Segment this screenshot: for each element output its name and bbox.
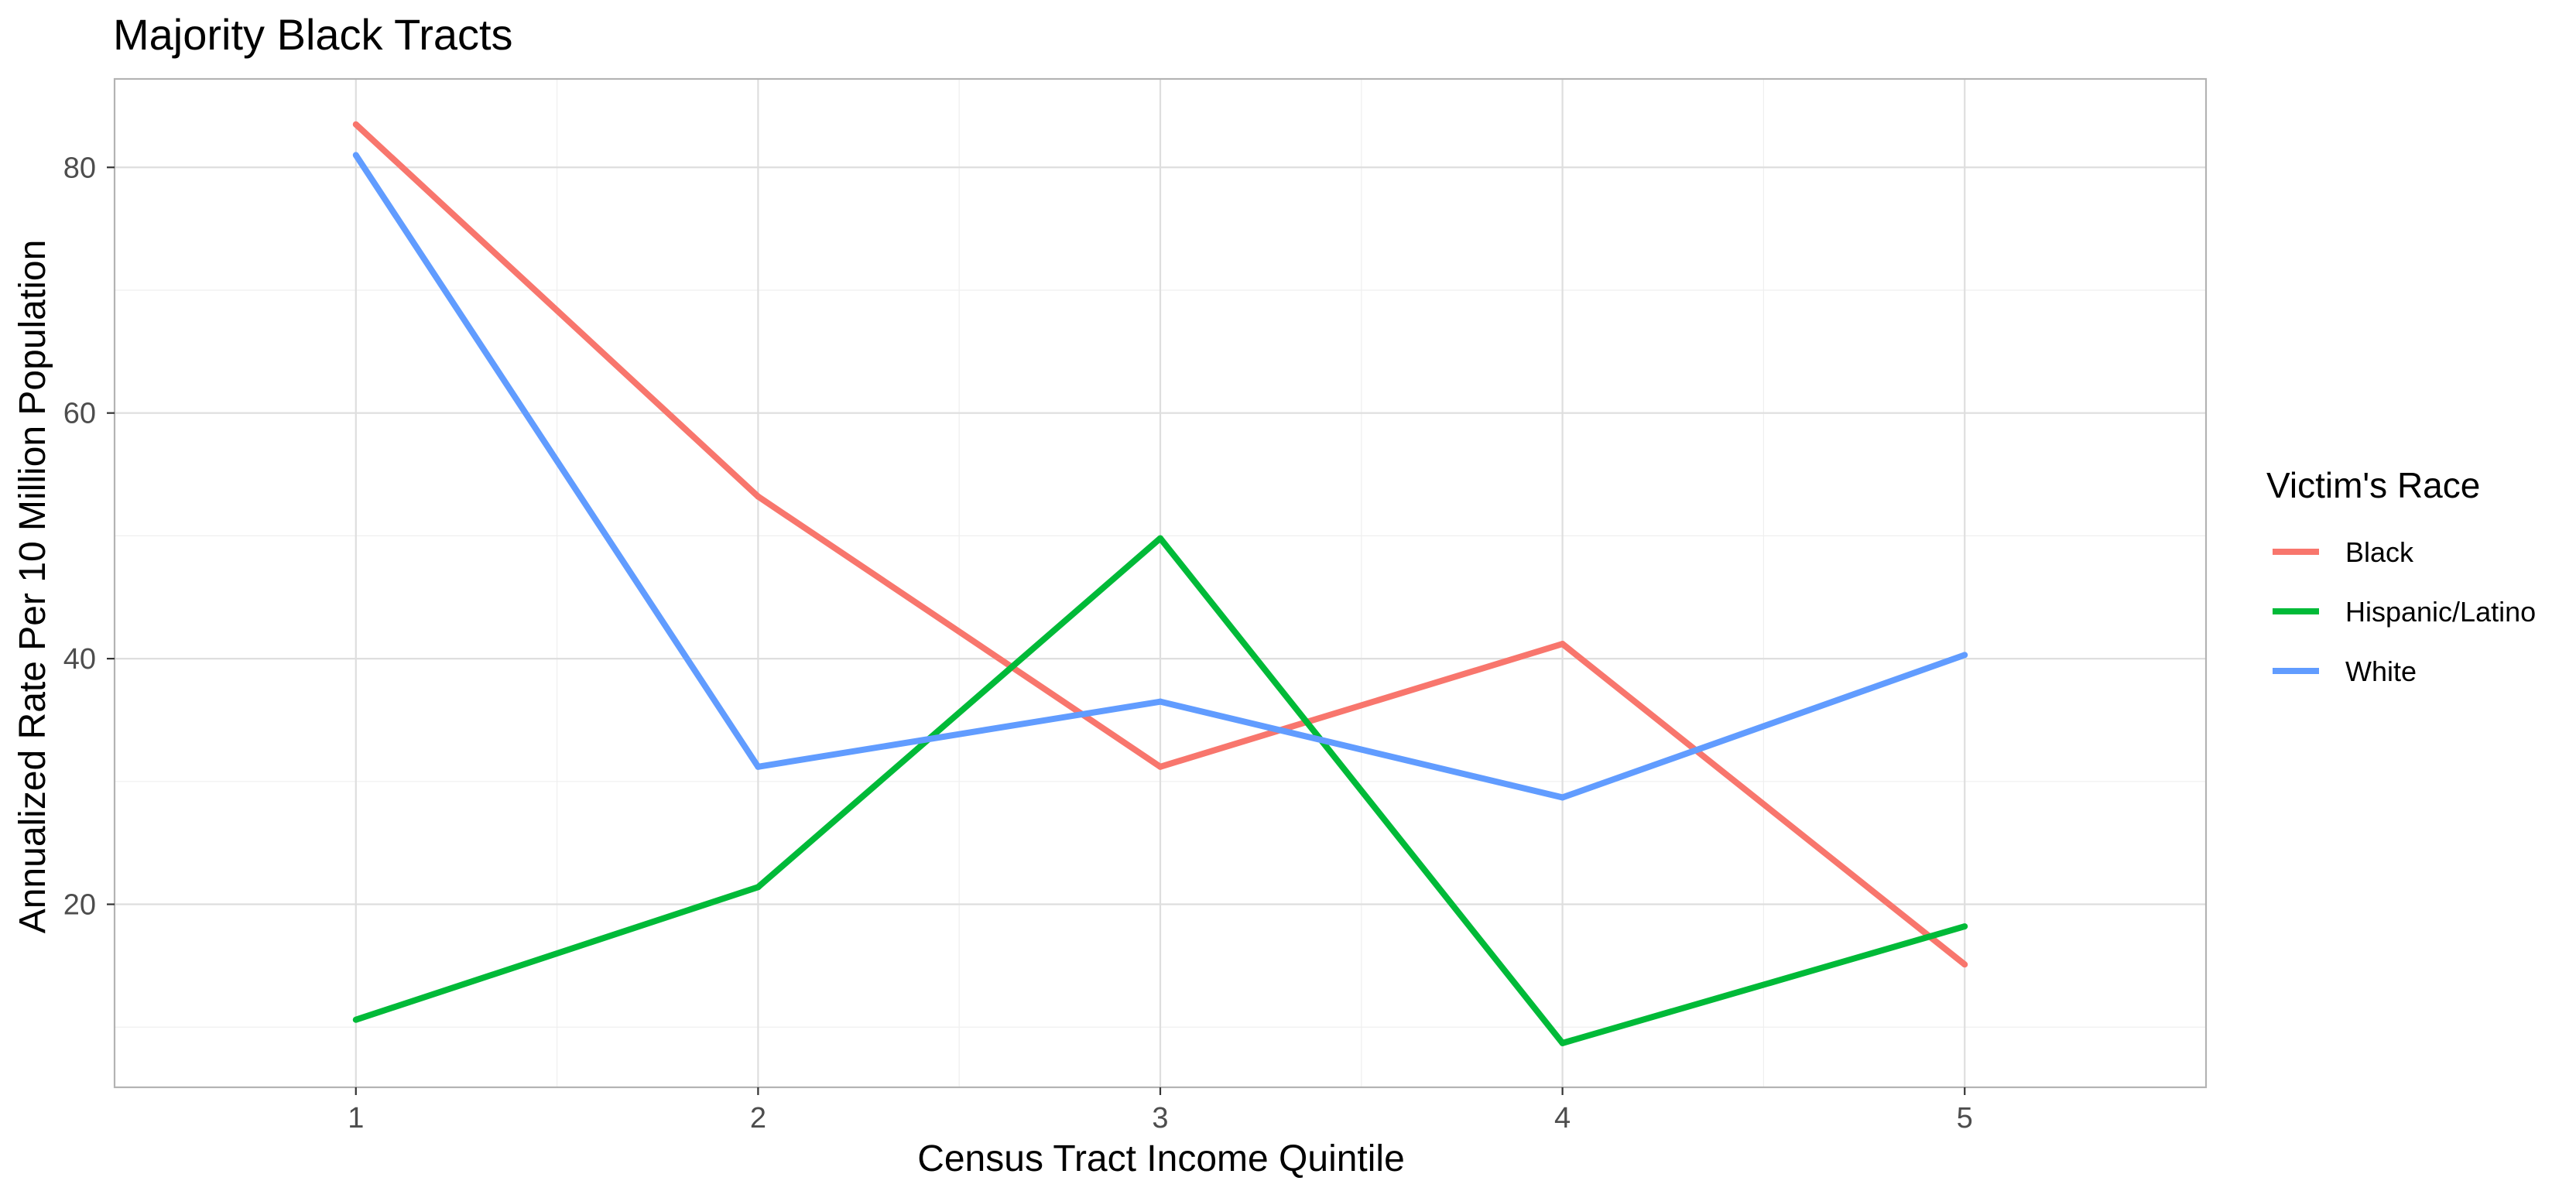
y-axis-title: Annualized Rate Per 10 Million Populatio… [12,240,53,934]
data-point-white [1559,794,1566,801]
legend-items: Black Hispanic/Latino White [2273,536,2536,687]
y-tick-label: 20 [63,889,96,922]
data-point-black [755,493,762,500]
y-tick-label: 40 [63,643,96,676]
data-point-white [1157,698,1163,705]
y-tick-label: 80 [63,152,96,184]
x-tick-label: 5 [1957,1102,1973,1135]
data-point-hispanic-latino [1961,923,1968,930]
data-point-black [1961,961,1968,968]
x-tick-label: 4 [1554,1102,1571,1135]
x-tick-label: 2 [750,1102,766,1135]
series-lines [352,121,1968,1046]
x-tick-label: 3 [1152,1102,1168,1135]
x-tick-label: 1 [348,1102,364,1135]
data-point-white [1961,652,1968,659]
data-point-hispanic-latino [1559,1039,1566,1046]
data-point-black [1559,641,1566,648]
data-point-hispanic-latino [755,884,762,891]
axis-ticks: 20 40 60 80 1 2 3 4 5 [63,152,1973,1135]
legend-item-hispanic-latino: Hispanic/Latino [2273,596,2536,628]
data-point-hispanic-latino [352,1016,359,1023]
chart-title: Majority Black Tracts [113,10,513,59]
data-point-black [352,121,359,128]
legend-label-white: White [2345,655,2417,687]
y-tick-label: 60 [63,398,96,430]
x-axis-title: Census Tract Income Quintile [917,1138,1405,1179]
data-point-hispanic-latino [1157,535,1163,542]
legend: Victim's Race Black Hispanic/Latino White [2266,465,2536,687]
data-point-white [352,152,359,159]
data-point-white [755,763,762,770]
grid [115,79,2206,1087]
legend-title: Victim's Race [2266,465,2480,505]
data-point-black [1157,763,1163,770]
legend-label-hispanic-latino: Hispanic/Latino [2345,596,2536,628]
legend-item-black: Black [2273,536,2414,568]
legend-item-white: White [2273,655,2417,687]
legend-label-black: Black [2345,536,2414,568]
